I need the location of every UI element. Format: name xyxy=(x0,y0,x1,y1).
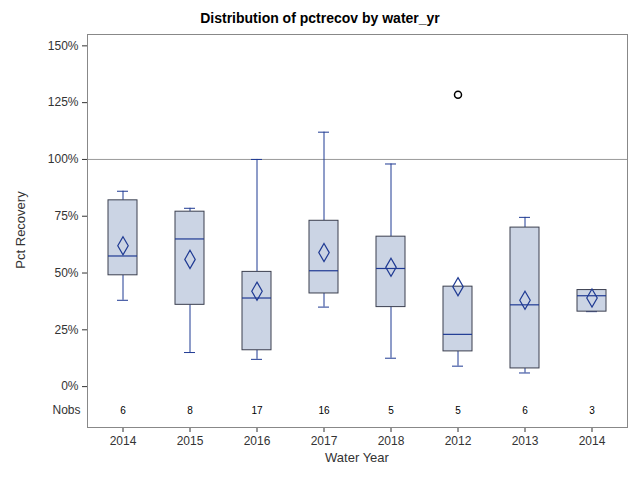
svg-text:Nobs: Nobs xyxy=(52,403,80,417)
svg-text:150%: 150% xyxy=(48,39,79,53)
html-text:Water Year: Water Year xyxy=(325,450,389,465)
svg-text:2014: 2014 xyxy=(579,434,606,448)
svg-text:3: 3 xyxy=(589,405,595,416)
svg-text:100%: 100% xyxy=(48,152,79,166)
svg-text:16: 16 xyxy=(318,405,330,416)
svg-text:6: 6 xyxy=(120,405,126,416)
svg-text:17: 17 xyxy=(251,405,263,416)
svg-text:5: 5 xyxy=(388,405,394,416)
svg-text:2014: 2014 xyxy=(110,434,137,448)
html-text:Distribution of pctrecov by wa: Distribution of pctrecov by water_yr xyxy=(200,10,440,26)
svg-text:5: 5 xyxy=(455,405,461,416)
svg-text:2017: 2017 xyxy=(311,434,338,448)
svg-text:6: 6 xyxy=(522,405,528,416)
svg-text:2012: 2012 xyxy=(445,434,472,448)
svg-text:2013: 2013 xyxy=(512,434,539,448)
svg-text:2016: 2016 xyxy=(244,434,271,448)
svg-text:25%: 25% xyxy=(54,323,78,337)
svg-text:125%: 125% xyxy=(48,95,79,109)
svg-text:75%: 75% xyxy=(54,209,78,223)
svg-text:2015: 2015 xyxy=(177,434,204,448)
svg-text:2018: 2018 xyxy=(378,434,405,448)
svg-text:8: 8 xyxy=(187,405,193,416)
html-text:Pct Recovery: Pct Recovery xyxy=(12,191,28,269)
svg-text:50%: 50% xyxy=(54,266,78,280)
svg-text:0%: 0% xyxy=(61,379,79,393)
